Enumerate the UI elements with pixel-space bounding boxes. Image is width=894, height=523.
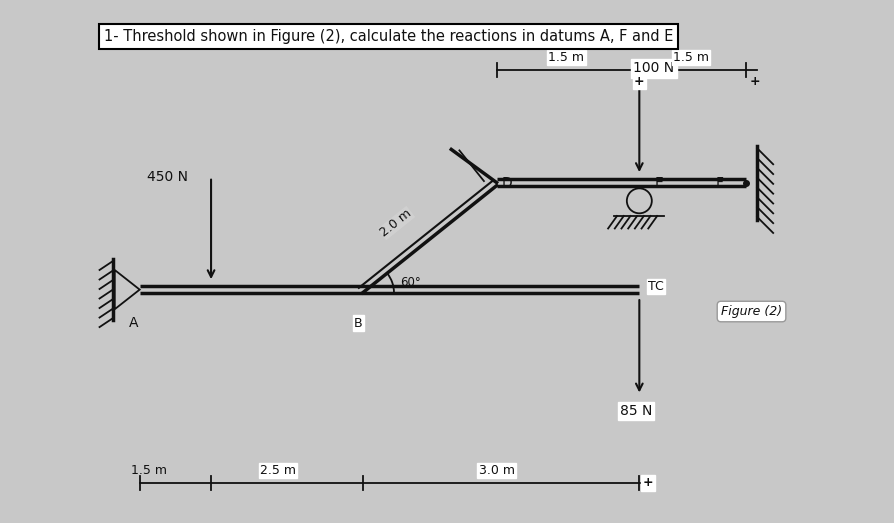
Text: 85 N: 85 N <box>619 404 652 418</box>
Text: 2.5 m: 2.5 m <box>260 464 296 477</box>
Text: F: F <box>714 176 722 190</box>
Text: 100 N: 100 N <box>632 61 673 75</box>
Text: 2.0 m: 2.0 m <box>377 207 414 240</box>
Text: Figure (2): Figure (2) <box>721 305 781 318</box>
Text: +: + <box>633 75 644 88</box>
Text: E: E <box>654 176 662 190</box>
Text: TC: TC <box>647 280 663 293</box>
Text: 3.0 m: 3.0 m <box>478 464 514 477</box>
Text: 1- Threshold shown in Figure (2), calculate the reactions in datums A, F and E: 1- Threshold shown in Figure (2), calcul… <box>104 29 672 44</box>
Text: 450 N: 450 N <box>147 170 188 184</box>
Text: A: A <box>129 316 139 329</box>
Text: +: + <box>642 476 653 490</box>
Text: 1.5 m: 1.5 m <box>548 51 584 64</box>
Text: 1.5 m: 1.5 m <box>672 51 708 64</box>
Text: 60°: 60° <box>400 277 420 290</box>
Text: +: + <box>749 75 760 88</box>
Text: D: D <box>502 176 512 190</box>
Text: 1.5 m: 1.5 m <box>131 464 166 477</box>
Text: B: B <box>353 316 362 329</box>
